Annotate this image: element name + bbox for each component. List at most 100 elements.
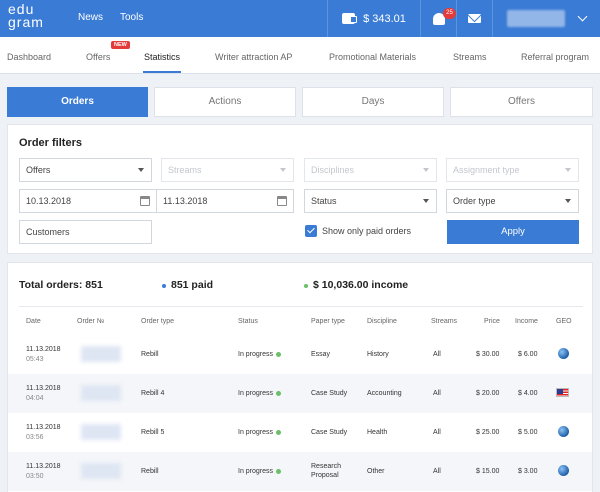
- col-paper-type: Paper type: [311, 318, 345, 325]
- row-order-type: Rebill 4: [141, 390, 165, 397]
- paid-orders: 851 paid: [171, 279, 214, 291]
- row-date: 11.13.2018: [26, 385, 61, 392]
- row-streams: All: [433, 351, 441, 358]
- disciplines-select-placeholder: Disciplines: [311, 165, 355, 175]
- row-income: $ 4.00: [518, 390, 538, 397]
- paid-only-checkbox[interactable]: [305, 225, 317, 237]
- globe-icon: [558, 465, 569, 476]
- row-time: 05:43: [26, 356, 44, 363]
- table-row[interactable]: 11.13.2018 03:56 Rebill 5 In progress Ca…: [8, 413, 592, 452]
- balance-widget[interactable]: $ 343.01: [327, 0, 420, 37]
- row-status: In progress: [238, 390, 282, 397]
- caret-down-icon: [138, 168, 144, 172]
- caret-down-icon: [423, 199, 429, 203]
- row-order-type: Rebill 5: [141, 429, 165, 436]
- row-date: 11.13.2018: [26, 346, 61, 353]
- apply-button[interactable]: Apply: [447, 220, 579, 244]
- mail-icon: [468, 14, 481, 23]
- row-status: In progress: [238, 468, 282, 475]
- order-number-blurred[interactable]: [81, 346, 121, 362]
- subnav-offers[interactable]: Offers: [86, 52, 111, 62]
- tab-actions[interactable]: Actions: [154, 87, 296, 117]
- status-select-value: Status: [311, 196, 337, 206]
- nav-tools[interactable]: Tools: [120, 12, 144, 23]
- order-type-select[interactable]: Order type: [446, 189, 579, 213]
- row-streams: All: [433, 390, 441, 397]
- row-income: $ 5.00: [518, 429, 538, 436]
- row-time: 03:56: [26, 434, 44, 441]
- row-discipline: Accounting: [367, 390, 402, 397]
- messages-button[interactable]: [456, 0, 492, 37]
- subnav-dashboard[interactable]: Dashboard: [7, 52, 52, 62]
- calendar-icon[interactable]: [140, 196, 150, 206]
- globe-icon: [558, 426, 569, 437]
- row-streams: All: [433, 429, 441, 436]
- tab-orders[interactable]: Orders: [7, 87, 148, 117]
- row-income: $ 3.00: [518, 468, 538, 475]
- paid-only-label[interactable]: Show only paid orders: [322, 226, 412, 236]
- order-number-blurred[interactable]: [81, 463, 121, 479]
- col-streams: Streams: [431, 318, 458, 325]
- row-status: In progress: [238, 429, 282, 436]
- calendar-icon[interactable]: [277, 196, 287, 206]
- row-status: In progress: [238, 351, 282, 358]
- row-order-type: Rebill: [141, 351, 159, 358]
- order-number-blurred[interactable]: [81, 424, 121, 440]
- date-from-input[interactable]: 10.13.2018: [19, 189, 157, 213]
- table-row[interactable]: 11.13.2018 05:43 Rebill In progress Essa…: [8, 335, 592, 374]
- offers-select[interactable]: Offers: [19, 158, 152, 182]
- edugram-logo[interactable]: edu gram: [8, 1, 60, 29]
- status-dot-icon: [276, 468, 282, 474]
- assignment-type-placeholder: Assignment type: [453, 165, 520, 175]
- subnav-promotional-materials[interactable]: Promotional Materials: [329, 52, 417, 62]
- row-status-text: In progress: [238, 468, 274, 475]
- nav-news[interactable]: News: [78, 12, 104, 23]
- col-order-number: Order №: [77, 318, 105, 325]
- streams-select[interactable]: Streams: [161, 158, 294, 182]
- subnav-writer-attraction[interactable]: Writer attraction AP: [215, 52, 293, 62]
- active-tab-underline: [143, 71, 181, 73]
- total-income: $ 10,036.00 income: [313, 279, 409, 291]
- caret-down-icon: [280, 168, 286, 172]
- customers-input[interactable]: Customers: [19, 220, 152, 244]
- row-status-text: In progress: [238, 351, 274, 358]
- row-discipline: Other: [367, 468, 385, 475]
- offers-select-value: Offers: [26, 165, 51, 175]
- caret-down-icon: [565, 199, 571, 203]
- subnav-streams[interactable]: Streams: [453, 52, 487, 62]
- order-type-select-value: Order type: [453, 196, 496, 206]
- assignment-type-select[interactable]: Assignment type: [446, 158, 579, 182]
- order-filters-panel: Order filters Offers Streams Disciplines…: [7, 124, 593, 254]
- row-time: 04:04: [26, 395, 44, 402]
- row-income: $ 6.00: [518, 351, 538, 358]
- tab-days[interactable]: Days: [302, 87, 444, 117]
- paid-dot: [162, 284, 166, 288]
- col-price: Price: [484, 318, 500, 325]
- income-dot: [304, 284, 308, 288]
- row-time: 03:50: [26, 473, 44, 480]
- subnav-referral-program[interactable]: Referral program: [521, 52, 590, 62]
- row-paper-type: Essay: [311, 351, 331, 358]
- row-streams: All: [433, 468, 441, 475]
- row-paper-type: Case Study: [311, 390, 348, 397]
- table-row[interactable]: 11.13.2018 04:04 Rebill 4 In progress Ca…: [8, 374, 592, 413]
- date-to-input[interactable]: 11.13.2018: [156, 189, 294, 213]
- new-badge: NEW: [111, 41, 130, 49]
- row-price: $ 30.00: [476, 351, 500, 358]
- date-from-value: 10.13.2018: [26, 196, 72, 206]
- logo-line-1: edu: [8, 1, 35, 17]
- col-geo: GEO: [556, 318, 572, 325]
- globe-icon: [558, 348, 569, 359]
- order-number-blurred[interactable]: [81, 385, 121, 401]
- status-select[interactable]: Status: [304, 189, 437, 213]
- tab-offers[interactable]: Offers: [450, 87, 593, 117]
- streams-select-placeholder: Streams: [168, 165, 202, 175]
- row-discipline: Health: [367, 429, 388, 436]
- subnav-statistics[interactable]: Statistics: [144, 52, 181, 62]
- col-date: Date: [26, 318, 41, 325]
- user-menu[interactable]: [492, 0, 600, 37]
- caret-down-icon: [423, 168, 429, 172]
- disciplines-select[interactable]: Disciplines: [304, 158, 437, 182]
- notifications-button[interactable]: 25: [420, 0, 456, 37]
- table-row[interactable]: 11.13.2018 03:50 Rebill In progress Rese…: [8, 452, 592, 491]
